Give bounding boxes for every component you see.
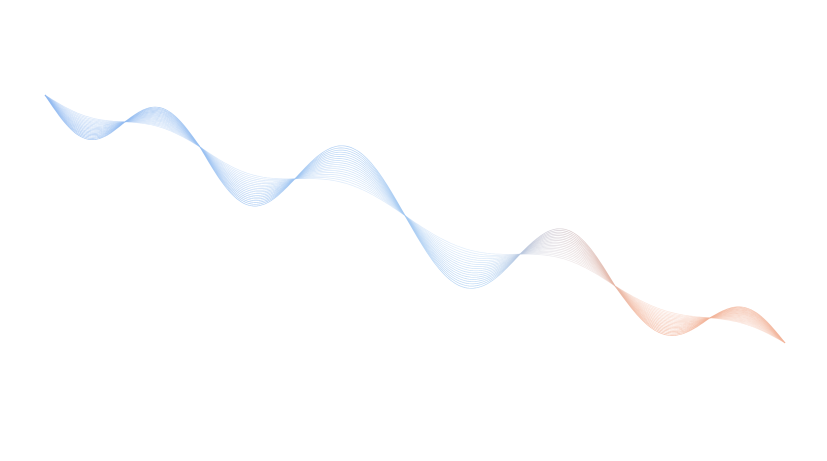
wave-line xyxy=(44,94,786,344)
wave-line xyxy=(44,94,786,344)
wave-line xyxy=(44,94,786,344)
wave-line xyxy=(44,94,786,344)
wave-line xyxy=(44,94,786,344)
wave-line xyxy=(44,94,786,344)
wave-line xyxy=(44,94,786,344)
wave-line xyxy=(44,94,786,344)
wave-line xyxy=(44,94,786,344)
wave-line xyxy=(44,94,786,344)
wave-line xyxy=(44,94,786,344)
wave-line xyxy=(44,94,786,344)
wave-lines xyxy=(44,94,786,344)
wave-line xyxy=(44,94,786,344)
wave-line xyxy=(44,94,786,344)
wave-line xyxy=(44,94,786,344)
wave-line xyxy=(44,94,786,344)
wave-line xyxy=(44,94,786,344)
wave-line xyxy=(44,94,786,344)
